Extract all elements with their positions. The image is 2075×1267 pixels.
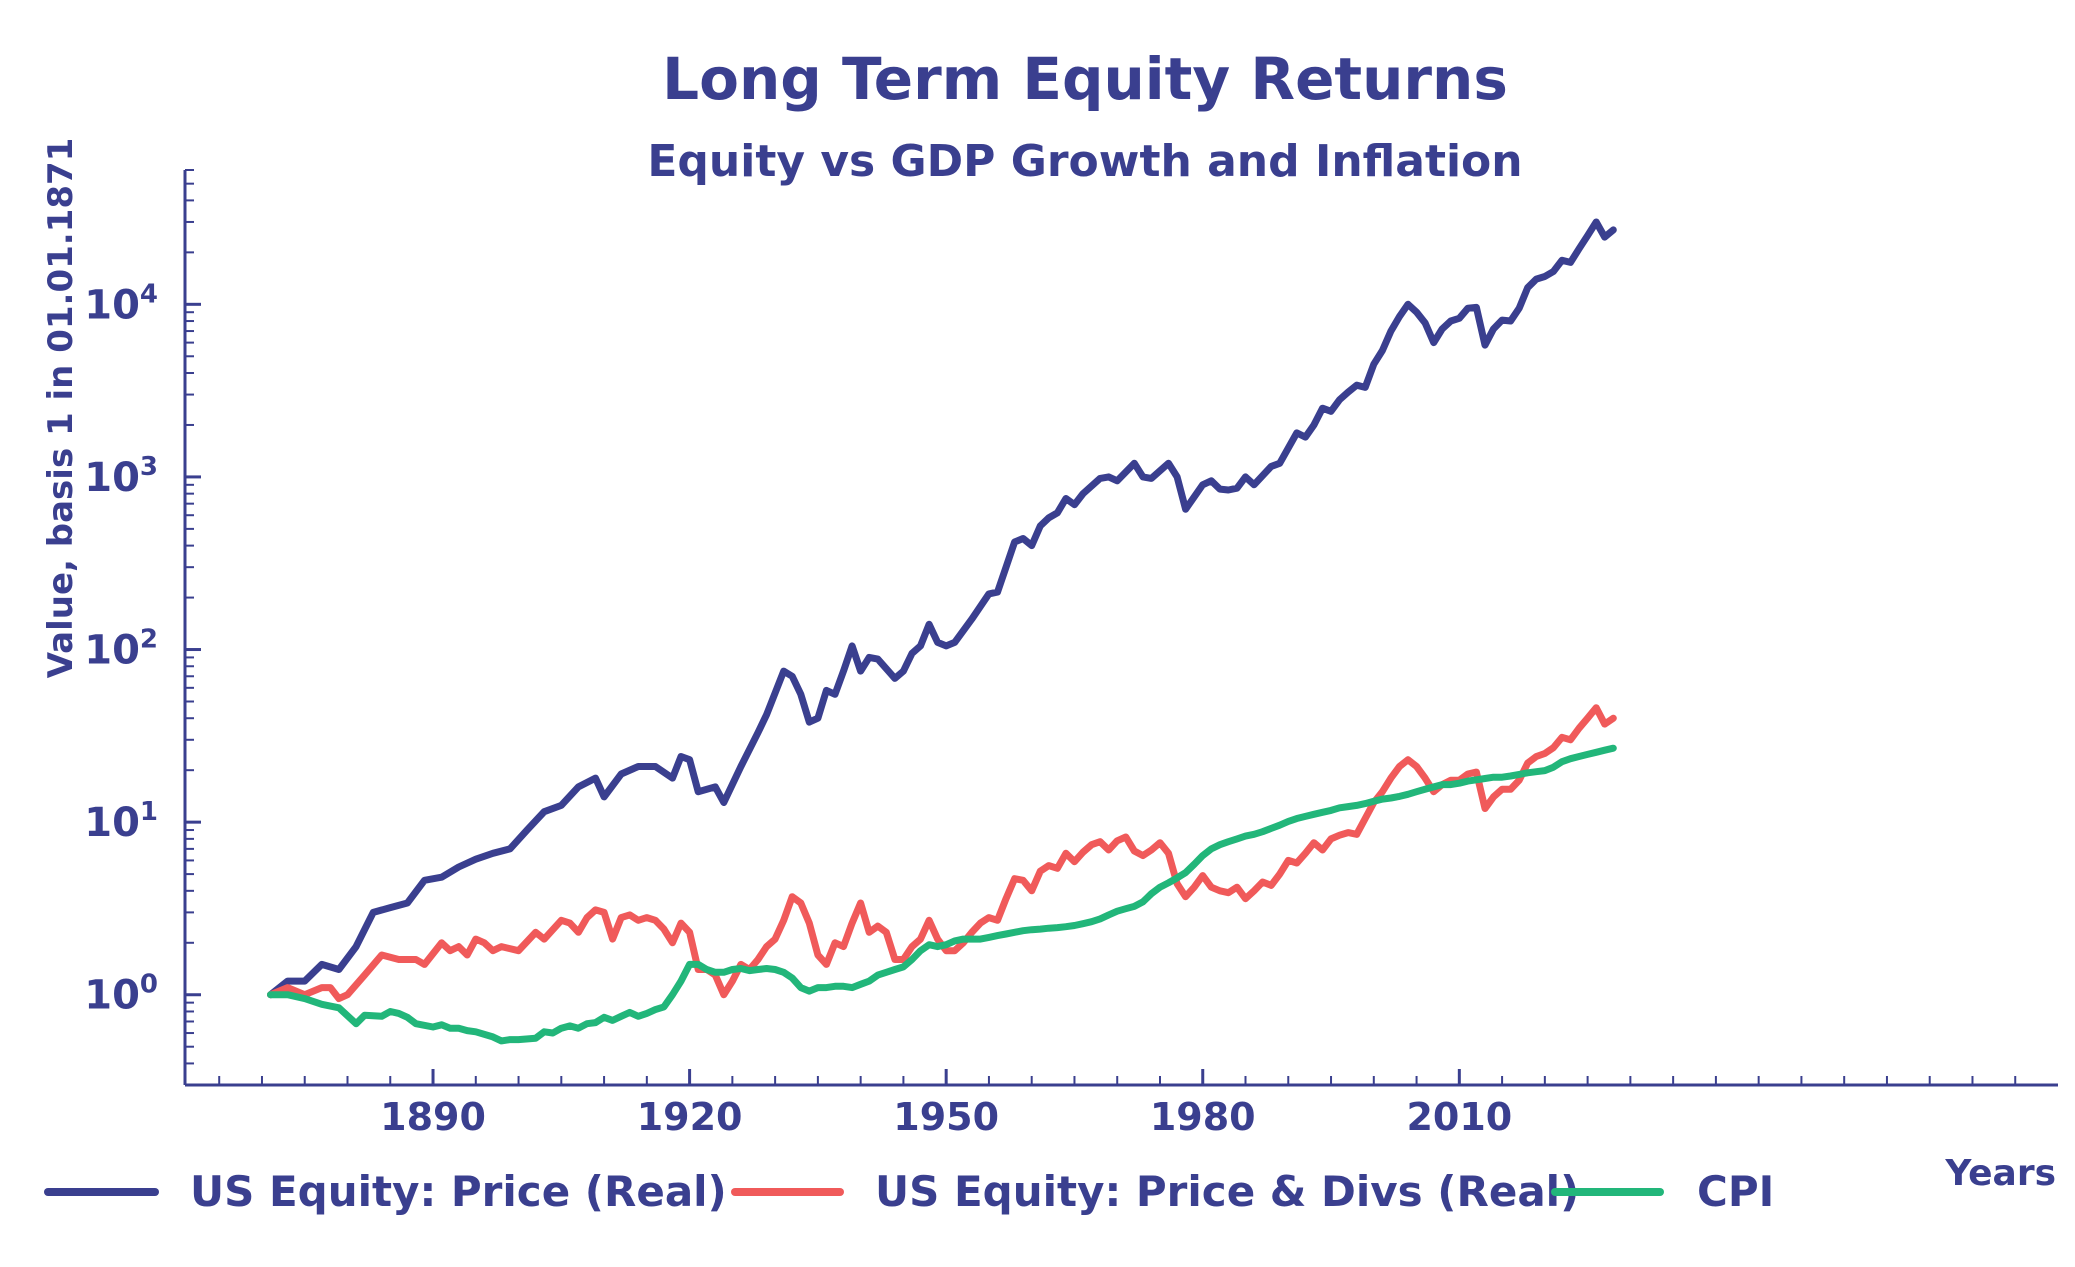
y-axis-label: Value, basis 1 in 01.01.1871 (41, 138, 81, 679)
legend-label-2: US Equity: Price & Divs (Real) (875, 1167, 1579, 1216)
x-tick-label: 1950 (893, 1095, 999, 1139)
y-tick-label: 104 (84, 279, 158, 328)
y-tick-base: 10 (84, 628, 140, 674)
plot-lines (267, 218, 1617, 1045)
chart-subtitle: Equity vs GDP Growth and Inflation (647, 136, 1522, 187)
x-axis-label: Years (1944, 1153, 2056, 1194)
y-tick-exponent: 4 (140, 279, 158, 309)
axes (183, 170, 2058, 1087)
y-tick-base: 10 (84, 800, 140, 846)
y-tick-exponent: 0 (140, 970, 158, 1000)
y-tick-label: 100 (84, 970, 158, 1019)
y-tick-base: 10 (84, 973, 140, 1019)
y-tick-exponent: 1 (140, 797, 158, 827)
y-tick-label: 101 (84, 797, 158, 846)
x-tick-label: 2010 (1406, 1095, 1512, 1139)
series-line-1 (267, 218, 1617, 999)
y-tick-exponent: 3 (140, 452, 158, 482)
chart-title: Long Term Equity Returns (662, 45, 1508, 113)
legend-label-3: CPI (1697, 1167, 1774, 1216)
y-tick-exponent: 2 (140, 625, 158, 655)
x-tick-label: 1920 (637, 1095, 743, 1139)
x-tick-label: 1890 (380, 1095, 486, 1139)
legend-label-1: US Equity: Price (Real) (190, 1167, 727, 1216)
legend: US Equity: Price (Real) US Equity: Price … (44, 1167, 1774, 1216)
x-ticks: 1890 1920 1950 1980 2010 (218, 1069, 2017, 1139)
x-tick-label: 1980 (1150, 1095, 1256, 1139)
y-tick-label: 103 (84, 452, 158, 501)
y-tick-base: 10 (84, 455, 140, 501)
series-line-3 (267, 744, 1617, 1045)
y-tick-label: 102 (84, 625, 158, 674)
series-line-2 (267, 704, 1617, 1003)
y-tick-base: 10 (84, 282, 140, 328)
